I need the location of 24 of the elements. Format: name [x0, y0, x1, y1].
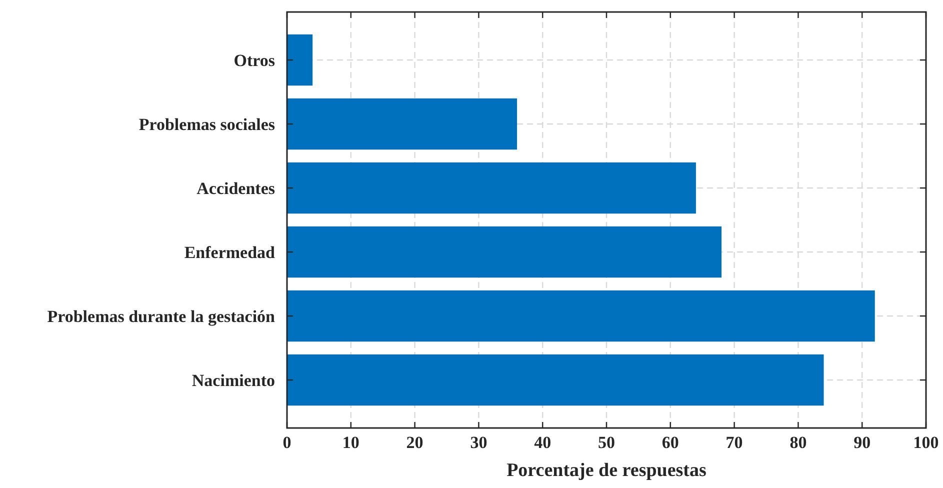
x-axis-title: Porcentaje de respuestas — [506, 460, 706, 481]
bar — [287, 290, 875, 342]
x-tick-label: 20 — [406, 433, 424, 452]
x-tick-label: 70 — [726, 433, 743, 452]
y-tick-label: Accidentes — [196, 178, 276, 198]
y-tick-label: Problemas durante la gestación — [47, 306, 276, 326]
bar — [287, 98, 518, 150]
x-tick-label: 80 — [790, 433, 807, 452]
x-tick-label: 100 — [913, 433, 939, 452]
bar — [287, 226, 722, 278]
x-tick-label: 0 — [282, 433, 292, 452]
y-tick-label: Enfermedad — [184, 242, 276, 262]
y-tick-label: Otros — [234, 50, 276, 70]
x-tick-label: 10 — [342, 433, 360, 452]
bar — [287, 34, 313, 86]
x-tick-label: 40 — [534, 433, 552, 452]
bar — [287, 162, 696, 214]
x-tick-label: 60 — [662, 433, 679, 452]
x-tick-label: 90 — [854, 433, 871, 452]
x-tick-label: 50 — [598, 433, 615, 452]
x-tick-label: 30 — [470, 433, 488, 452]
y-tick-label: Nacimiento — [192, 370, 275, 390]
bar — [287, 354, 824, 406]
y-tick-label: Problemas sociales — [138, 114, 276, 134]
